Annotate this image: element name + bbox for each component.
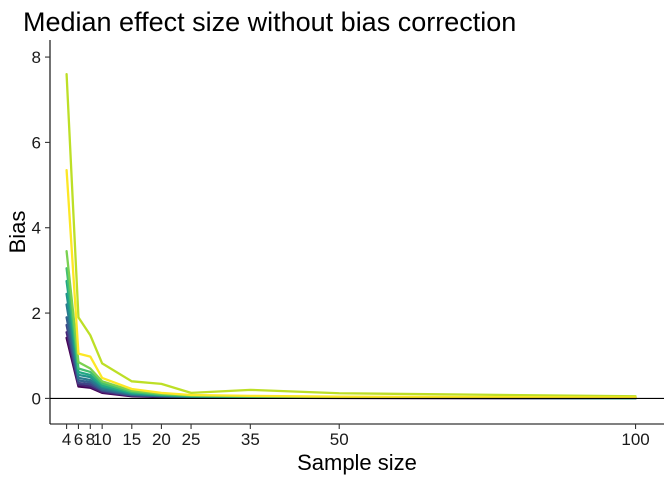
x-axis-title: Sample size <box>297 450 417 475</box>
series-line-1 <box>65 336 637 400</box>
x-tick-label: 15 <box>122 430 141 449</box>
x-tick-label: 100 <box>621 430 649 449</box>
series-layer <box>65 72 637 400</box>
x-tick-label: 8 <box>86 430 95 449</box>
x-tick-label: 6 <box>74 430 83 449</box>
x-tick-label: 4 <box>62 430 71 449</box>
y-tick-label: 0 <box>32 389 41 408</box>
series-line-8 <box>65 267 637 400</box>
y-axis-ticks: 0 2 4 6 8 <box>32 48 50 408</box>
x-tick-label: 35 <box>241 430 260 449</box>
x-tick-label: 20 <box>152 430 171 449</box>
series-line-7 <box>65 279 637 400</box>
series-line-10 <box>65 72 637 398</box>
series-line-2 <box>65 331 637 400</box>
y-tick-label: 8 <box>32 48 41 67</box>
series-line-9 <box>65 250 637 400</box>
y-tick-label: 2 <box>32 304 41 323</box>
x-tick-label: 25 <box>182 430 201 449</box>
x-tick-label: 50 <box>330 430 349 449</box>
series-line-11 <box>65 168 637 399</box>
x-axis-ticks: 4 6 810 15 20 25 35 50 100 <box>62 424 650 449</box>
y-axis-title: Bias <box>5 211 30 254</box>
chart-title: Median effect size without bias correcti… <box>23 7 516 37</box>
y-tick-label: 4 <box>32 219 41 238</box>
series-line-3 <box>65 323 637 400</box>
y-tick-label: 6 <box>32 133 41 152</box>
series-line-4 <box>65 316 637 400</box>
x-tick-label: 10 <box>93 430 112 449</box>
